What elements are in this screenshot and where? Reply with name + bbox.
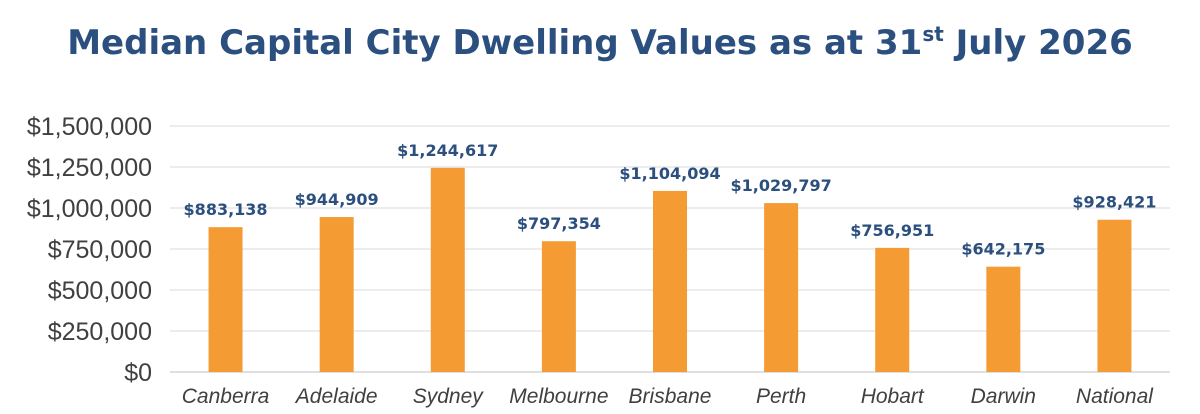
y-axis-ticks: $0 $250,000 $500,000 $750,000 $1,000,000 $1,2… [27, 113, 152, 387]
data-label-perth: $1,029,797 [731, 176, 832, 195]
bar-adelaide [319, 217, 354, 372]
bar-darwin [986, 266, 1021, 372]
x-tick-label-melbourne: Melbourne [509, 385, 608, 408]
bar-perth [764, 203, 799, 372]
data-label-darwin: $642,175 [961, 240, 1045, 259]
data-label-national: $928,421 [1072, 193, 1156, 212]
chart-title-superscript: st [922, 22, 944, 46]
bar-national [1097, 219, 1132, 372]
y-tick-label: $1,500,000 [27, 113, 152, 141]
bar-brisbane [653, 190, 687, 372]
data-label-canberra: $883,138 [184, 200, 268, 219]
data-label-brisbane: $1,104,094 [619, 164, 720, 183]
bar-sydney [430, 167, 465, 372]
chart-title: Median Capital City Dwelling Values as a… [67, 22, 1133, 63]
x-tick-label-darwin: Darwin [971, 385, 1036, 408]
y-tick-label: $0 [124, 359, 152, 387]
y-tick-label: $1,250,000 [27, 154, 152, 182]
x-axis-ticks: Canberra Adelaide Sydney Melbourne Brisbane P… [182, 385, 1155, 408]
y-tick-label: $500,000 [48, 277, 152, 305]
x-tick-label-brisbane: Brisbane [629, 385, 712, 408]
bar-hobart [875, 247, 910, 372]
x-tick-label-perth: Perth [756, 385, 806, 408]
bars [208, 167, 1132, 372]
bar-melbourne [541, 241, 576, 372]
x-tick-label-hobart: Hobart [861, 385, 925, 408]
x-tick-label-sydney: Sydney [413, 385, 485, 408]
x-tick-label-canberra: Canberra [182, 385, 270, 408]
x-tick-label-adelaide: Adelaide [294, 385, 378, 408]
chart-title-main: Median Capital City Dwelling Values as a… [67, 23, 922, 63]
y-tick-label: $250,000 [48, 318, 152, 346]
chart-title-suffix: July 2026 [944, 23, 1133, 63]
data-label-melbourne: $797,354 [517, 214, 601, 233]
data-label-hobart: $756,951 [850, 221, 934, 240]
y-tick-label: $1,000,000 [27, 195, 152, 223]
x-tick-label-national: National [1076, 385, 1154, 408]
data-label-sydney: $1,244,617 [397, 141, 498, 160]
data-label-adelaide: $944,909 [295, 190, 379, 209]
y-tick-label: $750,000 [48, 236, 152, 264]
data-labels: $883,138 $944,909 $1,244,617 $797,354 $1,104… [184, 141, 1157, 259]
bar-canberra [208, 227, 243, 372]
